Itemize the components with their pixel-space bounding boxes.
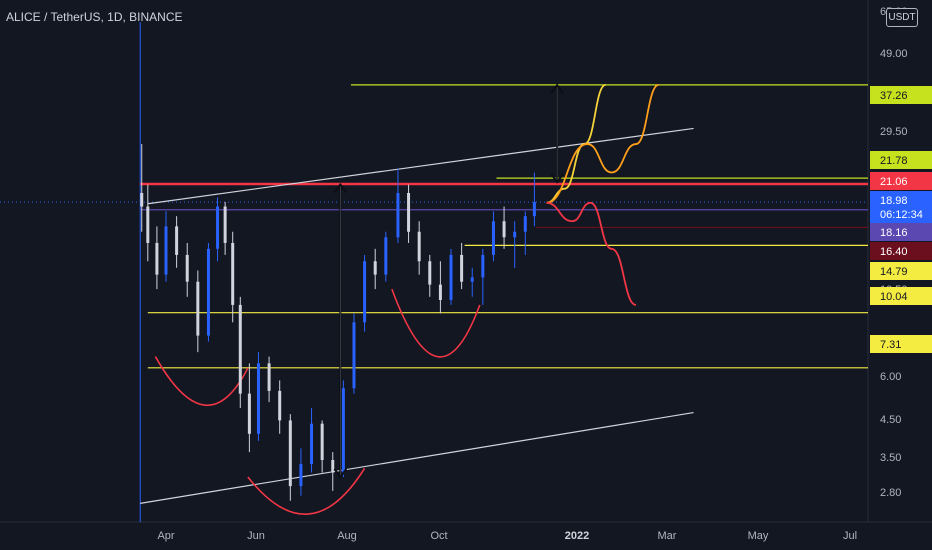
- candle-body: [513, 231, 517, 238]
- price-label-bg: [870, 205, 932, 223]
- candle-body: [206, 248, 210, 336]
- price-label-bg: [870, 191, 932, 209]
- time-tick: Apr: [157, 530, 174, 542]
- candle-body: [396, 192, 400, 238]
- trend-line: [140, 411, 694, 504]
- candle-body: [428, 261, 432, 285]
- support-bowl: [154, 356, 249, 407]
- candle-body: [341, 388, 345, 473]
- time-tick: May: [748, 530, 769, 542]
- measure-arrow-head-up: [550, 83, 564, 94]
- candle-body: [185, 254, 189, 282]
- candle-body: [417, 231, 421, 262]
- candle-body: [502, 221, 506, 238]
- candle-body: [267, 363, 271, 391]
- candle-body: [146, 206, 150, 243]
- candle-body: [164, 226, 168, 275]
- candle-body: [438, 284, 442, 301]
- price-label: 21.78: [880, 155, 908, 167]
- candle-body: [363, 261, 367, 323]
- candle-body: [175, 226, 179, 255]
- time-tick: Jun: [247, 530, 265, 542]
- symbol-title[interactable]: ALICE / TetherUS, 1D, BINANCE: [6, 10, 183, 24]
- price-tick: 2.80: [880, 487, 901, 499]
- time-tick: Mar: [658, 530, 677, 542]
- price-label-bg: [870, 86, 932, 104]
- candle-body: [470, 277, 474, 282]
- price-tick: 49.00: [880, 48, 908, 60]
- price-label: 7.31: [880, 339, 901, 351]
- time-tick: Jul: [843, 530, 857, 542]
- candle-body: [256, 363, 260, 434]
- time-tick: Aug: [337, 530, 357, 542]
- candle-body: [384, 237, 388, 275]
- measure-arrow-head-down: [333, 468, 348, 479]
- candle-body: [278, 390, 282, 421]
- price-tick: 3.50: [880, 452, 901, 464]
- price-label-bg: [870, 172, 932, 190]
- candle-body: [491, 221, 495, 255]
- price-label: 16.40: [880, 246, 908, 258]
- price-label: 06:12:34: [880, 209, 923, 221]
- price-label-bg: [870, 151, 932, 169]
- time-tick: 2022: [565, 530, 589, 542]
- candle-body: [352, 322, 356, 389]
- support-bowl: [391, 288, 481, 358]
- currency-button[interactable]: USDT: [886, 8, 918, 27]
- candle-body: [310, 423, 314, 465]
- measure-arrow-head-up: [333, 182, 348, 194]
- support-bowl: [247, 467, 366, 515]
- candle-body: [299, 464, 303, 487]
- candle-body: [238, 304, 242, 394]
- candle-body: [373, 261, 377, 275]
- price-label-bg: [870, 223, 932, 241]
- price-label-bg: [870, 287, 932, 305]
- projection-path: [546, 83, 660, 204]
- price-label-bg: [870, 262, 932, 280]
- candle-body: [407, 192, 411, 232]
- measure-arrow-head-down: [550, 173, 564, 184]
- price-tick: 29.50: [880, 126, 908, 138]
- candle-body: [223, 206, 227, 243]
- candle-body: [231, 242, 235, 305]
- candle-body: [532, 202, 536, 217]
- price-tick: 6.00: [880, 371, 901, 383]
- price-label: 10.04: [880, 291, 908, 303]
- price-label: 37.26: [880, 90, 908, 102]
- price-label: 21.06: [880, 176, 908, 188]
- candle-body: [449, 254, 453, 301]
- candle-body: [523, 216, 527, 232]
- candle-body: [460, 254, 464, 282]
- candle-body: [481, 254, 485, 278]
- price-tick: 4.50: [880, 414, 901, 426]
- price-label: 14.79: [880, 266, 908, 278]
- candle-body: [247, 393, 251, 434]
- price-label: 18.16: [880, 227, 908, 239]
- candle-body: [155, 242, 159, 275]
- time-tick: Oct: [430, 530, 447, 542]
- projection-path: [546, 201, 637, 306]
- candle-body: [331, 459, 335, 473]
- price-label: 18.98: [880, 195, 908, 207]
- price-label-bg: [870, 335, 932, 353]
- price-label-bg: [870, 242, 932, 260]
- candle-body: [320, 423, 324, 460]
- trend-line: [147, 127, 694, 205]
- candle-body: [288, 420, 292, 487]
- projection-path: [546, 83, 607, 204]
- candle-body: [216, 206, 220, 249]
- candle-body: [140, 192, 144, 207]
- candle-body: [196, 281, 200, 336]
